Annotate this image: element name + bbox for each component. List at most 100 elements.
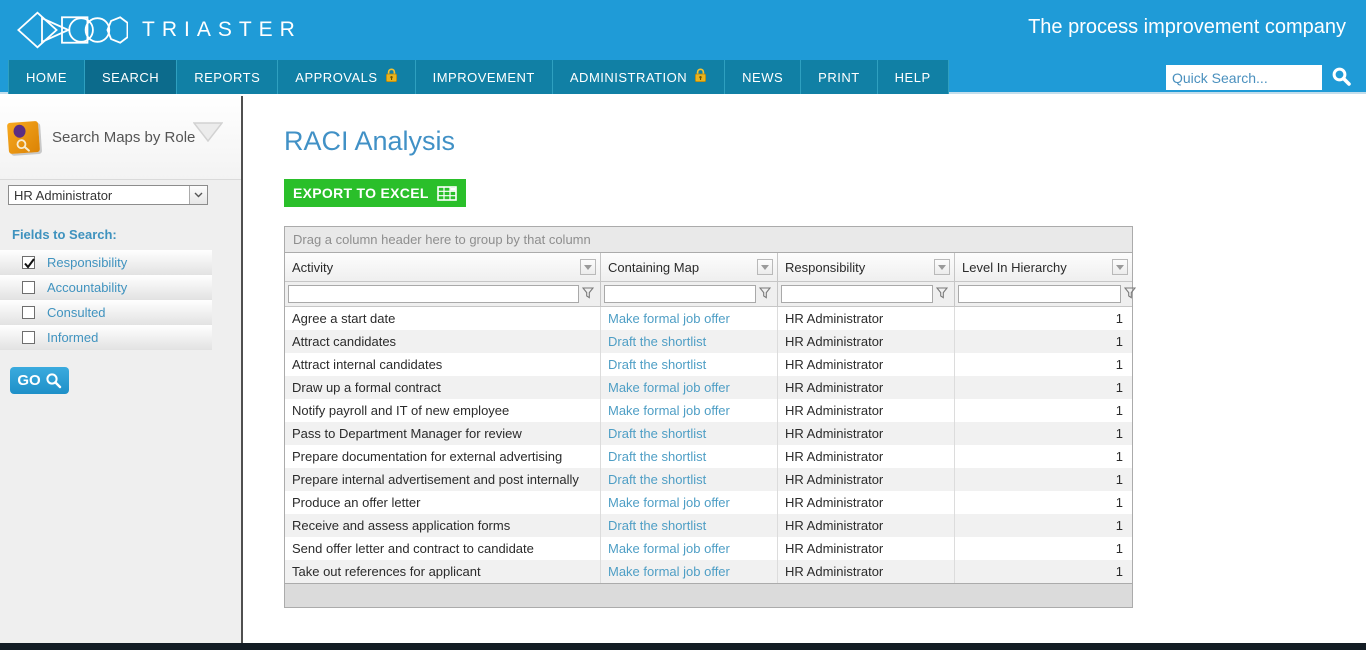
- fields-to-search-label: Fields to Search:: [12, 227, 117, 242]
- filter-funnel-icon[interactable]: [1123, 286, 1137, 302]
- field-row-consulted: Consulted: [0, 300, 212, 325]
- nav-item-administration[interactable]: ADMINISTRATION: [553, 60, 726, 94]
- cell-containing-map: Draft the shortlist: [601, 353, 778, 376]
- table-row[interactable]: Send offer letter and contract to candid…: [285, 537, 1132, 560]
- go-button[interactable]: GO: [10, 367, 69, 394]
- containing-map-link[interactable]: Make formal job offer: [608, 564, 730, 579]
- containing-map-link[interactable]: Make formal job offer: [608, 403, 730, 418]
- table-row[interactable]: Draw up a formal contract Make formal jo…: [285, 376, 1132, 399]
- collapse-chevron-icon[interactable]: [192, 122, 224, 147]
- table-row[interactable]: Agree a start date Make formal job offer…: [285, 307, 1132, 330]
- filter-funnel-icon[interactable]: [758, 286, 772, 302]
- cell-level: 1: [1115, 334, 1123, 349]
- brand-text: TRIASTER: [142, 18, 302, 41]
- containing-map-link[interactable]: Make formal job offer: [608, 311, 730, 326]
- cell-activity: Attract internal candidates: [285, 353, 601, 376]
- filter-input-responsibility[interactable]: [781, 285, 933, 303]
- filter-input-containing-map[interactable]: [604, 285, 756, 303]
- containing-map-link[interactable]: Make formal job offer: [608, 380, 730, 395]
- column-header-responsibility[interactable]: Responsibility: [778, 253, 955, 281]
- cell-containing-map: Draft the shortlist: [601, 514, 778, 537]
- cell-responsibility: HR Administrator: [778, 537, 955, 560]
- nav-item-approvals[interactable]: APPROVALS: [278, 60, 416, 94]
- column-menu-button[interactable]: [757, 259, 773, 275]
- nav-item-label: IMPROVEMENT: [432, 69, 535, 85]
- cell-level: 1: [1115, 357, 1123, 372]
- column-header-containing-map[interactable]: Containing Map: [601, 253, 778, 281]
- nav-item-reports[interactable]: REPORTS: [177, 60, 279, 94]
- cell-containing-map: Draft the shortlist: [601, 445, 778, 468]
- table-row[interactable]: Take out references for applicant Make f…: [285, 560, 1132, 583]
- cell-responsibility: HR Administrator: [778, 491, 955, 514]
- nav-item-help[interactable]: HELP: [878, 60, 949, 94]
- nav-item-search[interactable]: SEARCH: [85, 60, 178, 94]
- cell-level: 1: [1115, 472, 1123, 487]
- containing-map-link[interactable]: Draft the shortlist: [608, 426, 707, 441]
- sidebar-header[interactable]: Search Maps by Role: [0, 96, 241, 180]
- table-row[interactable]: Prepare documentation for external adver…: [285, 445, 1132, 468]
- field-checkbox[interactable]: [22, 331, 35, 344]
- table-row[interactable]: Attract internal candidates Draft the sh…: [285, 353, 1132, 376]
- export-button-label: EXPORT TO EXCEL: [293, 185, 429, 201]
- table-row[interactable]: Produce an offer letter Make formal job …: [285, 491, 1132, 514]
- filter-input-activity[interactable]: [288, 285, 579, 303]
- cell-containing-map: Make formal job offer: [601, 376, 778, 399]
- field-checkbox[interactable]: [22, 306, 35, 319]
- lock-icon: [385, 68, 398, 86]
- group-by-hint[interactable]: Drag a column header here to group by th…: [285, 227, 1132, 253]
- nav-item-print[interactable]: PRINT: [801, 60, 878, 94]
- cell-containing-map: Draft the shortlist: [601, 468, 778, 491]
- cell-activity: Prepare documentation for external adver…: [285, 445, 601, 468]
- cell-responsibility: HR Administrator: [778, 399, 955, 422]
- field-label: Consulted: [47, 305, 106, 320]
- field-checkbox[interactable]: [22, 256, 35, 269]
- containing-map-link[interactable]: Draft the shortlist: [608, 449, 707, 464]
- column-menu-button[interactable]: [1112, 259, 1128, 275]
- lock-icon: [694, 68, 707, 86]
- cell-activity: Attract candidates: [285, 330, 601, 353]
- column-menu-button[interactable]: [580, 259, 596, 275]
- filter-funnel-icon[interactable]: [581, 286, 595, 302]
- column-menu-button[interactable]: [934, 259, 950, 275]
- filter-input-level[interactable]: [958, 285, 1121, 303]
- cell-level: 1: [1115, 541, 1123, 556]
- containing-map-link[interactable]: Make formal job offer: [608, 495, 730, 510]
- search-icon[interactable]: [1331, 66, 1352, 92]
- cell-activity: Take out references for applicant: [285, 560, 601, 583]
- nav-item-improvement[interactable]: IMPROVEMENT: [416, 60, 553, 94]
- search-icon: [46, 373, 61, 389]
- quick-search-input[interactable]: [1166, 65, 1322, 90]
- column-header-activity[interactable]: Activity: [285, 253, 601, 281]
- cell-activity: Agree a start date: [285, 307, 601, 330]
- containing-map-link[interactable]: Draft the shortlist: [608, 357, 707, 372]
- containing-map-link[interactable]: Draft the shortlist: [608, 334, 707, 349]
- main-content: RACI Analysis EXPORT TO EXCEL Drag a col…: [243, 96, 1366, 643]
- table-row[interactable]: Pass to Department Manager for review Dr…: [285, 422, 1132, 445]
- table-row[interactable]: Receive and assess application forms Dra…: [285, 514, 1132, 537]
- cell-responsibility: HR Administrator: [778, 376, 955, 399]
- containing-map-link[interactable]: Make formal job offer: [608, 541, 730, 556]
- cell-responsibility: HR Administrator: [778, 468, 955, 491]
- main-nav: HOME SEARCH REPORTS APPROVALS IMPROVEMEN…: [0, 60, 1366, 94]
- nav-item-news[interactable]: NEWS: [725, 60, 802, 94]
- grid-header-row: Activity Containing Map Responsibility L…: [285, 253, 1132, 282]
- containing-map-link[interactable]: Draft the shortlist: [608, 472, 707, 487]
- table-row[interactable]: Attract candidates Draft the shortlist H…: [285, 330, 1132, 353]
- nav-item-home[interactable]: HOME: [8, 60, 85, 94]
- table-row[interactable]: Prepare internal advertisement and post …: [285, 468, 1132, 491]
- nav-item-label: APPROVALS: [295, 69, 378, 85]
- cell-containing-map: Draft the shortlist: [601, 422, 778, 445]
- containing-map-link[interactable]: Draft the shortlist: [608, 518, 707, 533]
- cell-activity: Produce an offer letter: [285, 491, 601, 514]
- column-header-level[interactable]: Level In Hierarchy: [955, 253, 1132, 281]
- field-label: Informed: [47, 330, 99, 345]
- page-title: RACI Analysis: [284, 126, 456, 156]
- export-to-excel-button[interactable]: EXPORT TO EXCEL: [284, 179, 466, 207]
- table-row[interactable]: Notify payroll and IT of new employee Ma…: [285, 399, 1132, 422]
- role-select[interactable]: HR Administrator: [8, 185, 208, 205]
- grid-footer: [285, 583, 1132, 607]
- cell-containing-map: Make formal job offer: [601, 560, 778, 583]
- filter-funnel-icon[interactable]: [935, 286, 949, 302]
- field-checkbox[interactable]: [22, 281, 35, 294]
- nav-item-label: ADMINISTRATION: [569, 69, 688, 85]
